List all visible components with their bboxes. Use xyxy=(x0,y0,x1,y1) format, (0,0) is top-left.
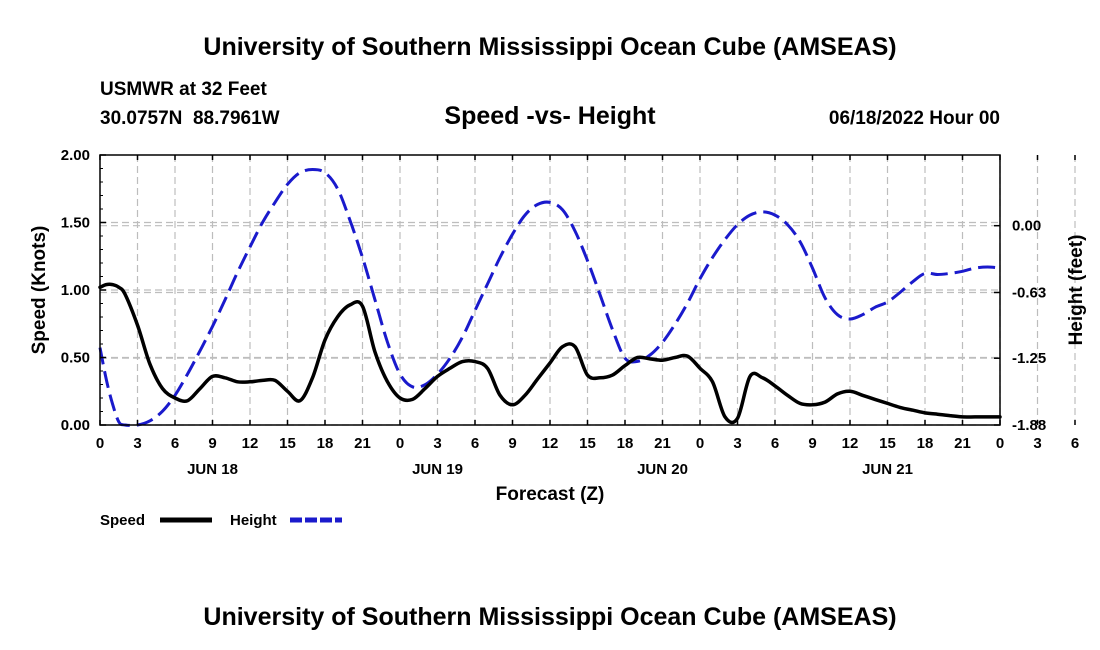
y-tick-label: 1.00 xyxy=(61,282,90,299)
grid-lines xyxy=(100,155,1076,426)
x-tick-label: 21 xyxy=(954,435,971,452)
legend: Speed Height xyxy=(100,512,342,529)
x-tick-label: 12 xyxy=(542,435,559,452)
x-tick-label: 18 xyxy=(317,435,334,452)
header-title: University of Southern Mississippi Ocean… xyxy=(203,33,896,61)
y2-tick-label: -0.63 xyxy=(1012,284,1046,301)
x-tick-label: 12 xyxy=(842,435,859,452)
x-tick-label: 3 xyxy=(433,435,441,452)
x-tick-label: 12 xyxy=(242,435,259,452)
day-label: JUN 21 xyxy=(862,461,913,478)
y2-axis-title: Height (feet) xyxy=(1066,235,1087,346)
day-label: JUN 19 xyxy=(412,461,463,478)
x-tick-label: 6 xyxy=(771,435,779,452)
footer-title: University of Southern Mississippi Ocean… xyxy=(203,603,896,631)
x-tick-label: 18 xyxy=(617,435,634,452)
y2-tick-label: 0.00 xyxy=(1012,218,1041,235)
day-label: JUN 18 xyxy=(187,461,238,478)
x-tick-label: 0 xyxy=(96,435,104,452)
x-axis-title: Forecast (Z) xyxy=(496,484,605,505)
x-tick-label: 15 xyxy=(579,435,596,452)
x-tick-label: 21 xyxy=(654,435,671,452)
legend-height-label: Height xyxy=(230,512,277,529)
x-tick-label: 0 xyxy=(696,435,704,452)
x-tick-label: 9 xyxy=(808,435,816,452)
x-tick-label: 3 xyxy=(1033,435,1041,452)
axes: 0369121518210369121518210369121518210369… xyxy=(61,147,1079,478)
plot-title: Speed -vs- Height xyxy=(444,102,656,130)
x-tick-label: 9 xyxy=(208,435,216,452)
x-tick-label: 6 xyxy=(471,435,479,452)
x-tick-label: 9 xyxy=(508,435,516,452)
x-tick-label: 0 xyxy=(996,435,1004,452)
x-tick-label: 6 xyxy=(1071,435,1079,452)
height-series-line xyxy=(98,168,1001,427)
series-layer xyxy=(98,168,1002,427)
y2-tick-label: -1.88 xyxy=(1012,417,1046,434)
legend-speed-label: Speed xyxy=(100,512,145,529)
y2-tick-label: -1.25 xyxy=(1012,350,1046,367)
y-axis-title: Speed (Knots) xyxy=(29,226,50,355)
speed-series-line xyxy=(98,282,1002,425)
y-tick-label: 0.00 xyxy=(61,417,90,434)
y-tick-label: 2.00 xyxy=(61,147,90,164)
x-tick-label: 0 xyxy=(396,435,404,452)
x-tick-label: 18 xyxy=(917,435,934,452)
station-label: USMWR at 32 Feet xyxy=(100,79,267,100)
x-tick-label: 15 xyxy=(279,435,296,452)
x-tick-label: 6 xyxy=(171,435,179,452)
x-tick-label: 3 xyxy=(133,435,141,452)
issued-datetime: 06/18/2022 Hour 00 xyxy=(829,108,1000,129)
x-tick-label: 15 xyxy=(879,435,896,452)
day-label: JUN 20 xyxy=(637,461,688,478)
y-tick-label: 0.50 xyxy=(61,350,90,367)
y-tick-label: 1.50 xyxy=(61,215,90,232)
x-tick-label: 3 xyxy=(733,435,741,452)
x-tick-label: 21 xyxy=(354,435,371,452)
location-label: 30.0757N 88.7961W xyxy=(100,108,280,129)
